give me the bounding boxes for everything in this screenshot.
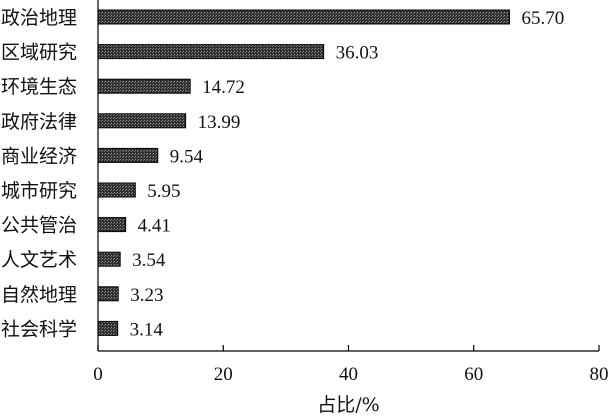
x-tick-label: 80	[590, 364, 609, 385]
bar	[97, 147, 159, 163]
value-label: 9.54	[170, 146, 204, 167]
x-axis-title: 占比/%	[317, 394, 379, 416]
x-tick-label: 20	[214, 364, 233, 385]
category-label: 公共管治	[1, 215, 77, 237]
category-label: 人文艺术	[1, 249, 77, 271]
value-label: 5.95	[147, 181, 180, 202]
value-label: 4.41	[138, 216, 171, 237]
category-label: 城市研究	[1, 180, 77, 202]
bar	[97, 251, 121, 267]
x-tick-label: 0	[93, 364, 103, 385]
bar	[97, 9, 510, 25]
bar	[97, 320, 119, 336]
bar	[97, 113, 187, 129]
category-label: 环境生态	[1, 76, 77, 98]
value-label: 36.03	[336, 43, 379, 64]
value-label: 3.14	[130, 319, 164, 340]
bar	[97, 44, 325, 60]
value-label: 14.72	[202, 77, 245, 98]
bar	[97, 182, 136, 198]
bar	[97, 217, 127, 233]
value-label: 3.54	[132, 250, 166, 271]
value-labels: 65.70 36.03 14.72 13.99 9.54 5.95 4.41 3.54 3.23…	[130, 8, 565, 340]
x-axis-ticks: 0 20 40 60 80	[93, 345, 609, 385]
value-label: 13.99	[198, 112, 241, 133]
value-label: 65.70	[521, 8, 564, 29]
x-tick-label: 60	[464, 364, 483, 385]
category-label: 政治地理	[1, 7, 77, 29]
category-label: 商业经济	[1, 145, 77, 167]
x-tick-label: 40	[339, 364, 358, 385]
category-label: 社会科学	[1, 318, 77, 340]
category-label: 区域研究	[1, 42, 77, 64]
bar	[97, 286, 119, 302]
value-label: 3.23	[130, 285, 163, 306]
bar	[97, 78, 191, 94]
category-label: 政府法律	[1, 111, 77, 133]
category-label: 自然地理	[1, 284, 77, 306]
